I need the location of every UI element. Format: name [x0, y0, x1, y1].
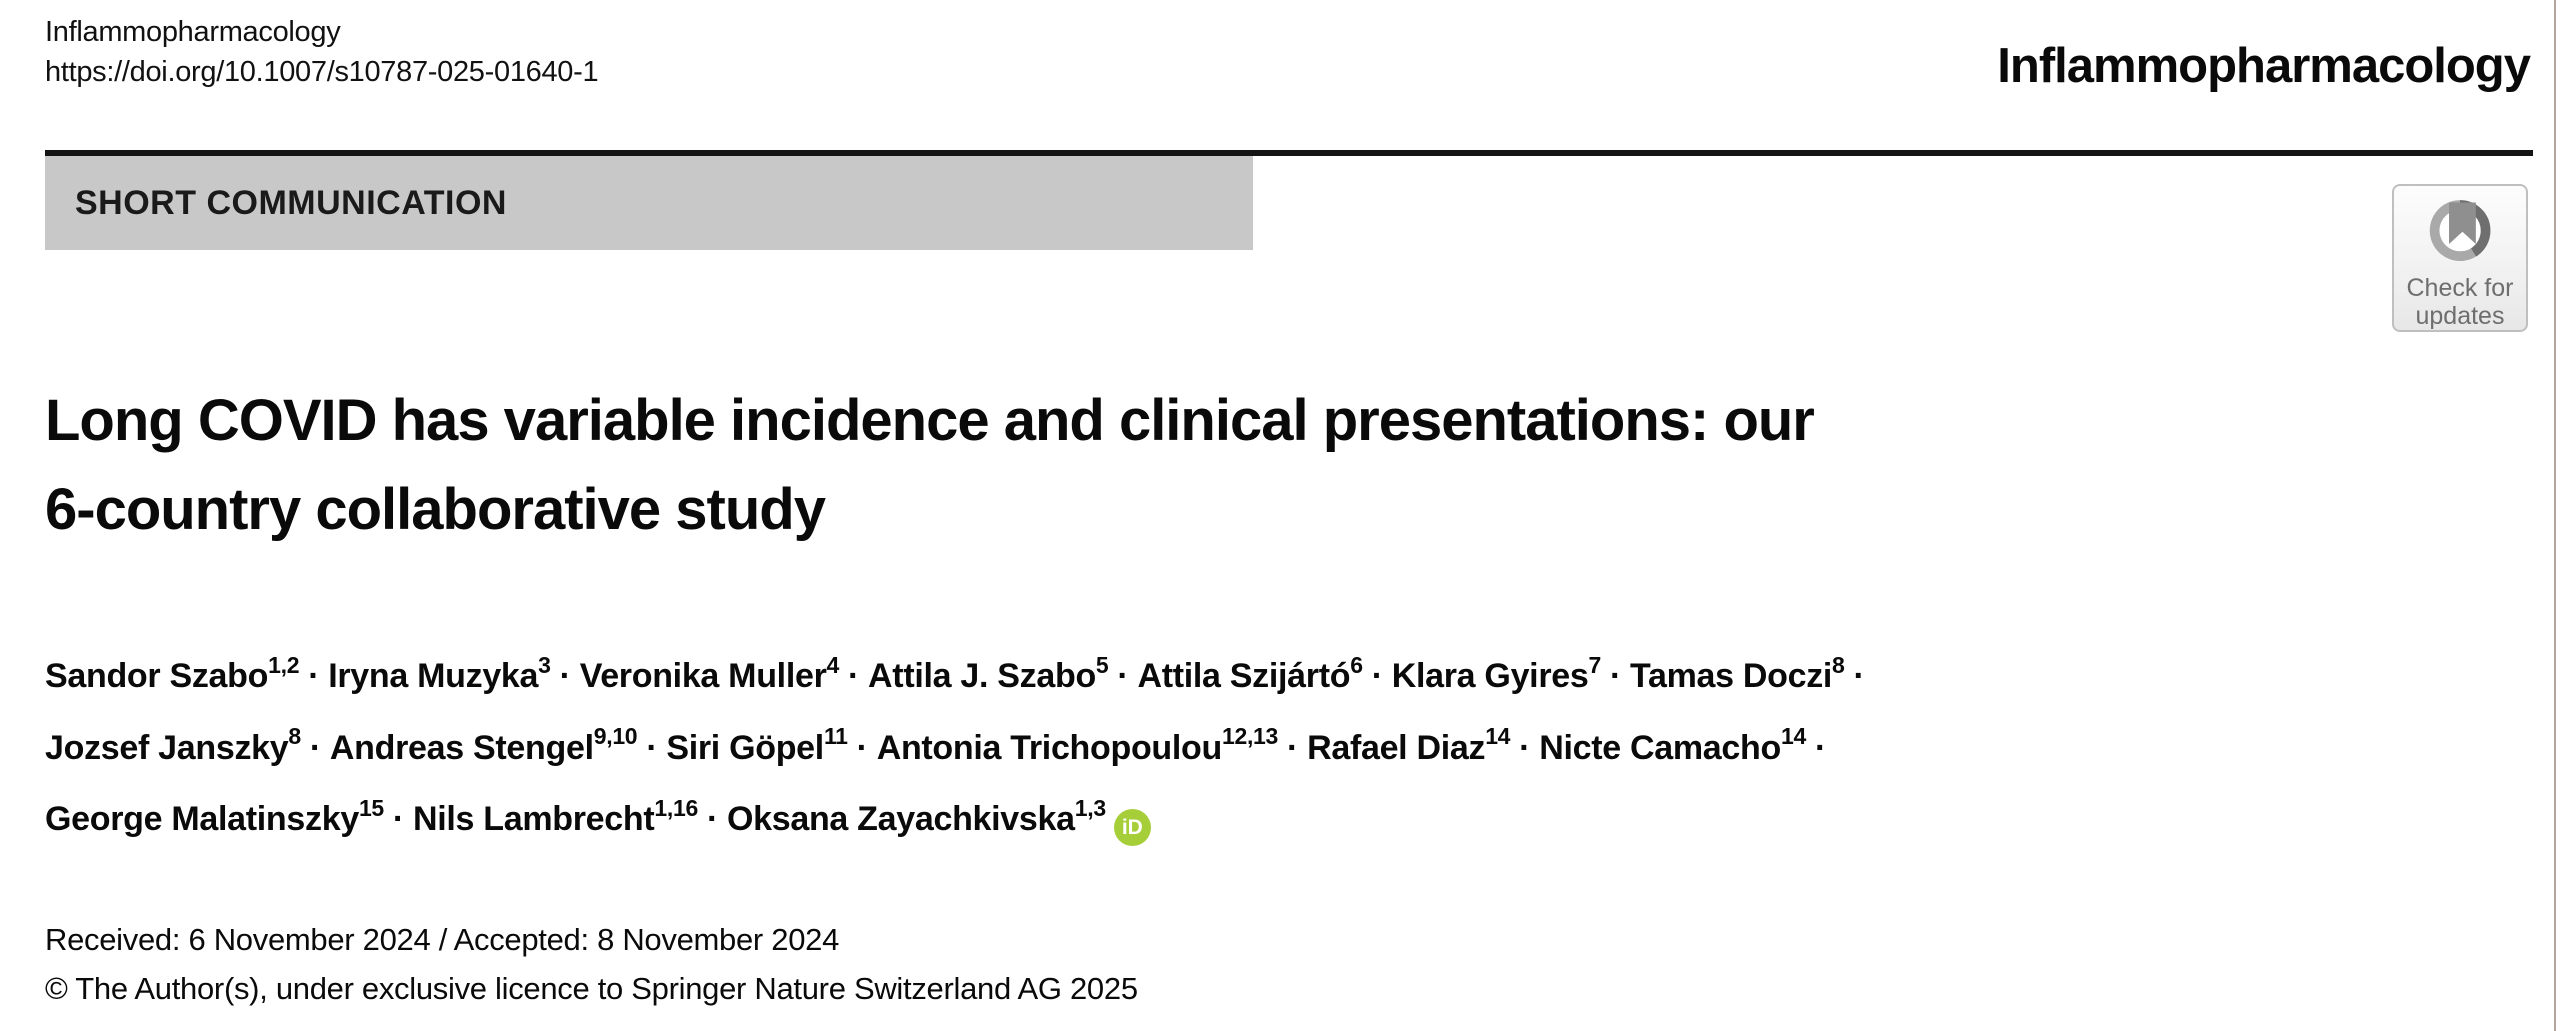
- article-title: Long COVID has variable incidence and cl…: [45, 388, 1815, 542]
- doi-link[interactable]: https://doi.org/10.1007/s10787-025-01640…: [45, 56, 599, 88]
- journal-name-small: Inflammopharmacology: [45, 16, 341, 48]
- author-separator: ·: [646, 728, 658, 767]
- author-name: Jozsef Janszky8: [45, 723, 301, 767]
- author-name: George Malatinszky15: [45, 794, 384, 838]
- author-name: Tamas Doczi8: [1630, 652, 1845, 696]
- author-separator: ·: [1117, 657, 1129, 696]
- author-affiliation-superscript: 15: [358, 794, 384, 821]
- author-affiliation-superscript: 11: [823, 723, 848, 750]
- author-name: Oksana Zayachkivska1,3: [726, 794, 1106, 838]
- author-name: Andreas Stengel9,10: [329, 723, 638, 767]
- author-name: Antonia Trichopoulou12,13: [876, 723, 1279, 767]
- author-separator: ·: [1609, 657, 1622, 696]
- author-separator: ·: [1371, 657, 1383, 696]
- copyright-line: © The Author(s), under exclusive licence…: [45, 971, 1138, 1006]
- journal-name-large: Inflammopharmacology: [1997, 39, 2531, 93]
- author-name: Rafael Diaz14: [1307, 723, 1511, 767]
- author-affiliation-superscript: 6: [1350, 652, 1363, 678]
- author-affiliation-superscript: 12,13: [1221, 723, 1279, 750]
- author-separator: ·: [1853, 657, 1865, 696]
- author-name: Nicte Camacho14: [1539, 723, 1806, 767]
- received-accepted-line: Received: 6 November 2024 / Accepted: 8 …: [45, 922, 840, 957]
- article-type-banner: SHORT COMMUNICATION: [45, 156, 1253, 250]
- author-affiliation-superscript: 4: [826, 652, 840, 678]
- crossmark-icon: [2429, 200, 2491, 261]
- masthead: Inflammopharmacology https://doi.org/10.…: [45, 12, 2531, 94]
- horizontal-rule: [45, 150, 2533, 156]
- author-name: Veronika Muller4: [579, 652, 840, 696]
- author-separator: ·: [856, 728, 868, 767]
- author-list: Sandor Szabo1,2 · Iryna Muzyka3 · Veronika M…: [45, 636, 2535, 850]
- author-affiliation-superscript: 8: [288, 723, 301, 750]
- author-separator: ·: [1287, 728, 1299, 767]
- author-affiliation-superscript: 1,2: [268, 652, 300, 678]
- check-for-updates-label: Check for updates: [2406, 274, 2514, 330]
- author-separator: ·: [559, 657, 571, 696]
- author-name: Sandor Szabo1,2: [45, 652, 300, 696]
- author-affiliation-superscript: 3: [538, 652, 551, 678]
- check-for-updates-badge[interactable]: Check for updates: [2392, 184, 2528, 332]
- author-separator: ·: [706, 799, 718, 838]
- author-affiliation-superscript: 1,16: [654, 794, 698, 821]
- author-separator: ·: [309, 728, 321, 767]
- author-separator: ·: [308, 657, 320, 696]
- author-affiliation-superscript: 14: [1485, 723, 1511, 750]
- author-name: Attila Szijártó6: [1137, 652, 1363, 696]
- author-separator: ·: [848, 657, 860, 696]
- author-separator: ·: [1519, 728, 1531, 767]
- author-affiliation-superscript: 14: [1780, 723, 1806, 750]
- orcid-icon[interactable]: iD: [1113, 808, 1151, 846]
- author-name: Nils Lambrecht1,16: [412, 794, 698, 838]
- author-separator: ·: [1814, 728, 1826, 767]
- author-affiliation-superscript: 1,3: [1074, 794, 1106, 821]
- author-name: Iryna Muzyka3: [328, 652, 551, 696]
- author-affiliation-superscript: 7: [1588, 652, 1601, 678]
- author-affiliation-superscript: 8: [1832, 652, 1845, 678]
- article-type-label: SHORT COMMUNICATION: [75, 183, 507, 222]
- author-affiliation-superscript: 9,10: [593, 723, 638, 750]
- author-name: Siri Göpel11: [666, 723, 848, 767]
- author-affiliation-superscript: 5: [1095, 652, 1109, 678]
- author-name: Klara Gyires7: [1391, 652, 1602, 696]
- author-name: Attila J. Szabo5: [868, 652, 1109, 696]
- page-edge-line: [2554, 0, 2556, 1031]
- author-separator: ·: [392, 799, 404, 838]
